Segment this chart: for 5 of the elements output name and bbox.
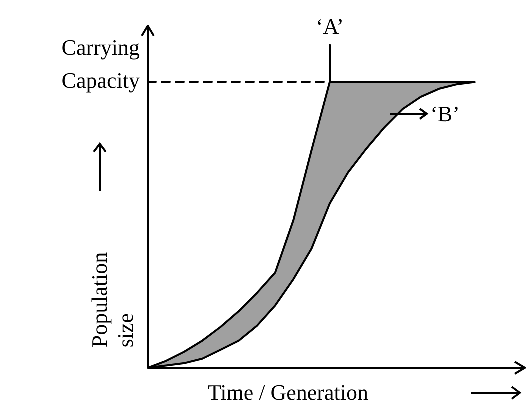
text: ‘A’ <box>316 14 344 39</box>
y-axis-title: Population size <box>87 252 139 348</box>
annotation: ‘B’ <box>430 101 460 126</box>
x-axis-title: Time / Generation <box>208 380 368 406</box>
ref-line-label: Carrying Capacity <box>62 35 140 94</box>
